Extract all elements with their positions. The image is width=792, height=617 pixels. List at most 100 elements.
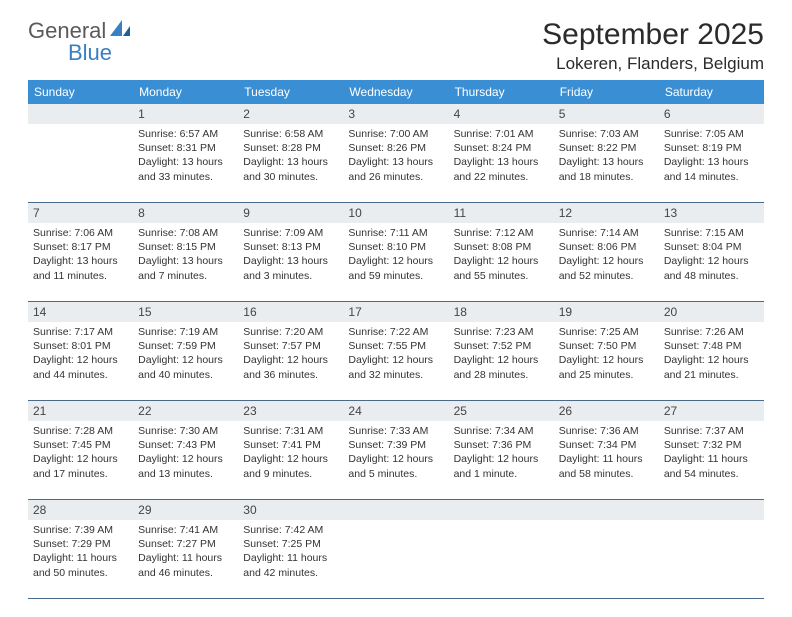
daylight-text: Daylight: 12 hours and 25 minutes.	[559, 353, 654, 381]
daylight-text: Daylight: 13 hours and 14 minutes.	[664, 155, 759, 183]
day-cell: Sunrise: 7:37 AMSunset: 7:32 PMDaylight:…	[659, 421, 764, 499]
logo-sail-icon	[110, 20, 132, 43]
daylight-text: Daylight: 13 hours and 26 minutes.	[348, 155, 443, 183]
month-title: September 2025	[542, 18, 764, 52]
week-row: Sunrise: 7:28 AMSunset: 7:45 PMDaylight:…	[28, 421, 764, 500]
daylight-text: Daylight: 12 hours and 36 minutes.	[243, 353, 338, 381]
daylight-text: Daylight: 12 hours and 59 minutes.	[348, 254, 443, 282]
day-cell: Sunrise: 7:01 AMSunset: 8:24 PMDaylight:…	[449, 124, 554, 202]
sunset-text: Sunset: 8:24 PM	[454, 141, 549, 155]
sunset-text: Sunset: 8:08 PM	[454, 240, 549, 254]
daylight-text: Daylight: 11 hours and 54 minutes.	[664, 452, 759, 480]
sunset-text: Sunset: 7:29 PM	[33, 537, 128, 551]
calendar-page: General Blue September 2025 Lokeren, Fla…	[0, 0, 792, 617]
week-row: Sunrise: 6:57 AMSunset: 8:31 PMDaylight:…	[28, 124, 764, 203]
day-number: 21	[28, 401, 133, 421]
sunrise-text: Sunrise: 7:41 AM	[138, 523, 233, 537]
day-number: 14	[28, 302, 133, 322]
empty-day-cell	[449, 520, 554, 598]
sunrise-text: Sunrise: 7:17 AM	[33, 325, 128, 339]
day-number: 1	[133, 104, 238, 124]
sunrise-text: Sunrise: 7:11 AM	[348, 226, 443, 240]
daylight-text: Daylight: 13 hours and 11 minutes.	[33, 254, 128, 282]
sunset-text: Sunset: 8:06 PM	[559, 240, 654, 254]
daylight-text: Daylight: 12 hours and 52 minutes.	[559, 254, 654, 282]
weekday-thursday: Thursday	[449, 80, 554, 104]
daylight-text: Daylight: 12 hours and 17 minutes.	[33, 452, 128, 480]
weekday-wednesday: Wednesday	[343, 80, 448, 104]
day-number: 7	[28, 203, 133, 223]
day-cell: Sunrise: 7:08 AMSunset: 8:15 PMDaylight:…	[133, 223, 238, 301]
sunset-text: Sunset: 8:22 PM	[559, 141, 654, 155]
day-cell: Sunrise: 7:09 AMSunset: 8:13 PMDaylight:…	[238, 223, 343, 301]
daylight-text: Daylight: 11 hours and 50 minutes.	[33, 551, 128, 579]
day-number: 27	[659, 401, 764, 421]
day-number	[554, 500, 659, 520]
day-number: 13	[659, 203, 764, 223]
sunset-text: Sunset: 8:17 PM	[33, 240, 128, 254]
sunset-text: Sunset: 7:36 PM	[454, 438, 549, 452]
daylight-text: Daylight: 13 hours and 18 minutes.	[559, 155, 654, 183]
daylight-text: Daylight: 12 hours and 40 minutes.	[138, 353, 233, 381]
day-number: 24	[343, 401, 448, 421]
sunset-text: Sunset: 8:10 PM	[348, 240, 443, 254]
title-block: September 2025 Lokeren, Flanders, Belgiu…	[542, 18, 764, 74]
sunset-text: Sunset: 7:59 PM	[138, 339, 233, 353]
sunset-text: Sunset: 8:13 PM	[243, 240, 338, 254]
day-cell: Sunrise: 7:23 AMSunset: 7:52 PMDaylight:…	[449, 322, 554, 400]
sunset-text: Sunset: 7:39 PM	[348, 438, 443, 452]
sunset-text: Sunset: 7:32 PM	[664, 438, 759, 452]
day-cell: Sunrise: 7:00 AMSunset: 8:26 PMDaylight:…	[343, 124, 448, 202]
daylight-text: Daylight: 12 hours and 13 minutes.	[138, 452, 233, 480]
day-cell: Sunrise: 7:42 AMSunset: 7:25 PMDaylight:…	[238, 520, 343, 598]
day-number: 9	[238, 203, 343, 223]
day-number: 10	[343, 203, 448, 223]
week-row: Sunrise: 7:17 AMSunset: 8:01 PM Daylight:…	[28, 322, 764, 401]
sunrise-text: Sunrise: 7:36 AM	[559, 424, 654, 438]
sunset-text: Sunset: 7:55 PM	[348, 339, 443, 353]
weeks-container: 123456Sunrise: 6:57 AMSunset: 8:31 PMDay…	[28, 104, 764, 599]
day-number: 20	[659, 302, 764, 322]
empty-day-cell	[343, 520, 448, 598]
sunrise-text: Sunrise: 7:22 AM	[348, 325, 443, 339]
week-row: Sunrise: 7:39 AMSunset: 7:29 PMDaylight:…	[28, 520, 764, 599]
daylight-text: Daylight: 11 hours and 58 minutes.	[559, 452, 654, 480]
weekday-sunday: Sunday	[28, 80, 133, 104]
sunrise-text: Sunrise: 7:39 AM	[33, 523, 128, 537]
daylight-text: Daylight: 13 hours and 3 minutes.	[243, 254, 338, 282]
sunrise-text: Sunrise: 7:09 AM	[243, 226, 338, 240]
sunset-text: Sunset: 7:48 PM	[664, 339, 759, 353]
day-number: 16	[238, 302, 343, 322]
day-number-row: 21222324252627	[28, 401, 764, 421]
sunrise-text: Sunrise: 7:14 AM	[559, 226, 654, 240]
sunrise-text: Sunrise: 7:03 AM	[559, 127, 654, 141]
day-cell: Sunrise: 7:41 AMSunset: 7:27 PMDaylight:…	[133, 520, 238, 598]
daylight-text: Daylight: 12 hours and 9 minutes.	[243, 452, 338, 480]
daylight-text: Daylight: 12 hours and 21 minutes.	[664, 353, 759, 381]
sunset-text: Sunset: 7:43 PM	[138, 438, 233, 452]
daylight-text: Daylight: 11 hours and 42 minutes.	[243, 551, 338, 579]
day-cell: Sunrise: 7:06 AMSunset: 8:17 PMDaylight:…	[28, 223, 133, 301]
daylight-text: Daylight: 12 hours and 5 minutes.	[348, 452, 443, 480]
day-number	[449, 500, 554, 520]
sunrise-text: Sunrise: 6:58 AM	[243, 127, 338, 141]
daylight-text: Daylight: 13 hours and 7 minutes.	[138, 254, 233, 282]
day-cell: Sunrise: 7:30 AMSunset: 7:43 PMDaylight:…	[133, 421, 238, 499]
sunset-text: Sunset: 8:26 PM	[348, 141, 443, 155]
daylight-text: Daylight: 12 hours and 48 minutes.	[664, 254, 759, 282]
daylight-text: Daylight: 12 hours and 32 minutes.	[348, 353, 443, 381]
day-number: 29	[133, 500, 238, 520]
day-number: 15	[133, 302, 238, 322]
day-cell: Sunrise: 7:28 AMSunset: 7:45 PMDaylight:…	[28, 421, 133, 499]
day-cell: Sunrise: 7:22 AMSunset: 7:55 PMDaylight:…	[343, 322, 448, 400]
day-number	[28, 104, 133, 124]
day-cell: Sunrise: 6:57 AMSunset: 8:31 PMDaylight:…	[133, 124, 238, 202]
day-cell: Sunrise: 7:34 AMSunset: 7:36 PMDaylight:…	[449, 421, 554, 499]
sunset-text: Sunset: 8:01 PM	[33, 339, 128, 353]
day-cell: Sunrise: 7:17 AMSunset: 8:01 PMDaylight:…	[28, 322, 133, 400]
sunrise-text: Sunrise: 7:01 AM	[454, 127, 549, 141]
sunrise-text: Sunrise: 7:34 AM	[454, 424, 549, 438]
sunrise-text: Sunrise: 7:19 AM	[138, 325, 233, 339]
sunrise-text: Sunrise: 7:25 AM	[559, 325, 654, 339]
day-number: 6	[659, 104, 764, 124]
